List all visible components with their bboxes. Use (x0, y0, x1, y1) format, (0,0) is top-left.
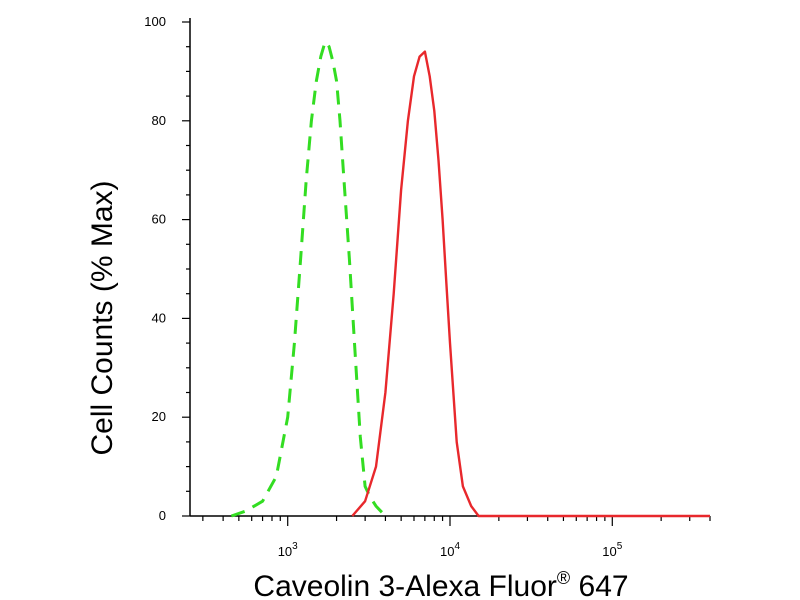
x-axis-title-tail: 647 (570, 570, 628, 600)
control-series-line (230, 40, 387, 518)
x-tick-label: 103 (278, 541, 298, 559)
x-tick-label: 104 (440, 541, 460, 559)
sample-series-line (351, 50, 710, 518)
x-axis-title: Caveolin 3-Alexa Fluor® 647 (253, 568, 628, 600)
y-tick-label: 100 (144, 14, 166, 29)
y-axis-ticks: 0 20 40 60 80 100 (144, 14, 190, 523)
y-tick-label: 80 (152, 113, 166, 128)
series-layer (230, 40, 710, 518)
x-axis-ticks: 103 104 105 (202, 516, 711, 559)
y-tick-label: 0 (159, 508, 166, 523)
x-axis-title-sup: ® (557, 568, 570, 588)
y-tick-label: 20 (152, 409, 166, 424)
x-tick-label: 105 (602, 541, 622, 559)
y-tick-label: 40 (152, 310, 166, 325)
y-axis-title: Cell Counts (% Max) (86, 180, 119, 455)
axes (189, 18, 710, 517)
x-axis-title-main: Caveolin 3-Alexa Fluor (253, 570, 556, 600)
y-tick-label: 60 (152, 212, 166, 227)
